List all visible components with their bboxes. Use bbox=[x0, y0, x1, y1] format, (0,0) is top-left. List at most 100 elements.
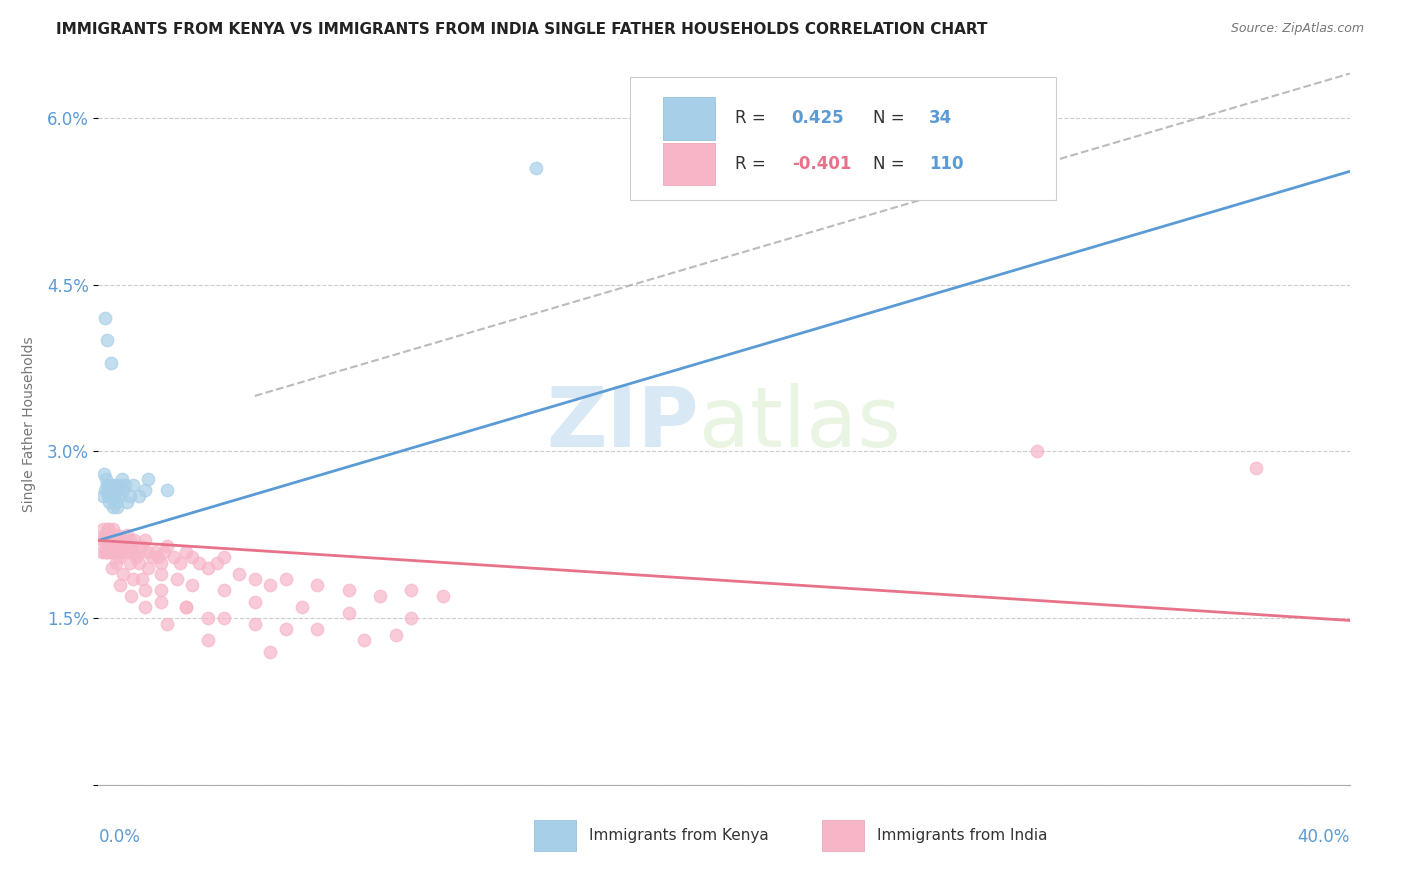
Point bbox=[93, 467, 115, 481]
Point bbox=[93, 544, 115, 558]
Point bbox=[156, 539, 179, 553]
Point bbox=[353, 633, 375, 648]
Point bbox=[101, 539, 124, 553]
Text: N =: N = bbox=[873, 110, 910, 128]
Point bbox=[212, 611, 235, 625]
Point bbox=[162, 550, 184, 565]
Point bbox=[274, 623, 298, 637]
Point bbox=[134, 533, 156, 548]
Point bbox=[114, 539, 136, 553]
Point bbox=[112, 483, 135, 498]
Point bbox=[112, 533, 135, 548]
Point bbox=[96, 544, 118, 558]
Point bbox=[1244, 461, 1267, 475]
Point bbox=[98, 533, 121, 548]
Point bbox=[107, 489, 129, 503]
Text: 34: 34 bbox=[929, 110, 952, 128]
Point bbox=[128, 556, 150, 570]
Point bbox=[104, 494, 127, 508]
Point bbox=[117, 544, 139, 558]
Point bbox=[96, 334, 118, 348]
Point bbox=[212, 583, 235, 598]
Text: 0.0%: 0.0% bbox=[98, 829, 141, 847]
Point bbox=[98, 544, 121, 558]
Y-axis label: Single Father Households: Single Father Households bbox=[21, 336, 35, 511]
Point bbox=[105, 528, 128, 542]
Point bbox=[100, 478, 122, 492]
Point bbox=[118, 539, 141, 553]
Point bbox=[103, 522, 125, 536]
Point bbox=[103, 533, 125, 548]
Point bbox=[143, 544, 166, 558]
Point bbox=[96, 472, 118, 486]
Point bbox=[134, 483, 156, 498]
Point bbox=[197, 611, 219, 625]
Point bbox=[98, 528, 121, 542]
Point bbox=[141, 550, 163, 565]
Point bbox=[121, 544, 143, 558]
Point bbox=[432, 589, 454, 603]
Point bbox=[94, 483, 117, 498]
Point bbox=[125, 550, 148, 565]
Point bbox=[100, 544, 122, 558]
Point bbox=[131, 539, 153, 553]
Point bbox=[118, 556, 141, 570]
Point bbox=[98, 489, 121, 503]
Point bbox=[174, 600, 197, 615]
Point bbox=[134, 600, 156, 615]
Point bbox=[150, 566, 173, 581]
Point bbox=[174, 600, 197, 615]
Point bbox=[243, 594, 266, 608]
Point bbox=[169, 556, 191, 570]
Point bbox=[243, 616, 266, 631]
Point bbox=[134, 583, 156, 598]
Text: Immigrants from India: Immigrants from India bbox=[877, 828, 1047, 843]
Point bbox=[91, 489, 114, 503]
Point bbox=[207, 556, 229, 570]
Point bbox=[1026, 444, 1049, 458]
Point bbox=[100, 489, 122, 503]
Point bbox=[115, 494, 138, 508]
Point bbox=[121, 572, 143, 586]
FancyBboxPatch shape bbox=[662, 143, 716, 186]
FancyBboxPatch shape bbox=[662, 97, 716, 140]
Point bbox=[103, 500, 125, 514]
Point bbox=[181, 550, 204, 565]
Point bbox=[100, 533, 122, 548]
Point bbox=[153, 544, 176, 558]
FancyBboxPatch shape bbox=[630, 77, 1056, 200]
Point bbox=[112, 566, 135, 581]
Point bbox=[337, 583, 360, 598]
Point bbox=[107, 533, 129, 548]
Point bbox=[187, 556, 209, 570]
Text: ZIP: ZIP bbox=[547, 384, 699, 464]
Point bbox=[368, 589, 391, 603]
Point bbox=[118, 533, 141, 548]
Point bbox=[150, 556, 173, 570]
Point bbox=[259, 578, 281, 592]
Point bbox=[243, 572, 266, 586]
Point bbox=[96, 533, 118, 548]
FancyBboxPatch shape bbox=[534, 820, 576, 852]
Point bbox=[115, 528, 138, 542]
Point bbox=[181, 578, 204, 592]
Point bbox=[111, 544, 134, 558]
Point bbox=[401, 611, 423, 625]
Text: -0.401: -0.401 bbox=[792, 155, 851, 173]
Point bbox=[384, 628, 406, 642]
Point bbox=[156, 616, 179, 631]
Text: atlas: atlas bbox=[699, 384, 901, 464]
Point bbox=[401, 583, 423, 598]
Point bbox=[104, 556, 127, 570]
Point bbox=[93, 533, 115, 548]
Text: 40.0%: 40.0% bbox=[1298, 829, 1350, 847]
Point bbox=[131, 572, 153, 586]
Point bbox=[526, 161, 548, 175]
Point bbox=[120, 589, 142, 603]
Point bbox=[138, 544, 160, 558]
Point bbox=[94, 311, 117, 326]
Point bbox=[98, 494, 121, 508]
Point bbox=[138, 472, 160, 486]
Point bbox=[150, 583, 173, 598]
Point bbox=[212, 550, 235, 565]
